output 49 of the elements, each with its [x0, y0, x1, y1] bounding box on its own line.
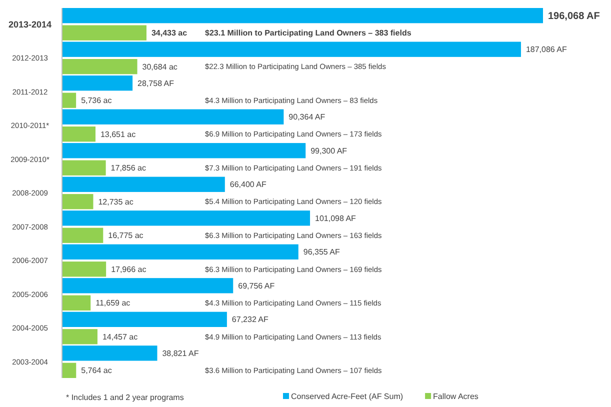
bar	[62, 295, 91, 310]
bar	[62, 346, 158, 361]
data-label: 96,355 AF	[303, 248, 340, 257]
legend-label: Conserved Acre-Feet (AF Sum)	[291, 392, 404, 401]
bar	[62, 109, 284, 124]
data-label: 17,966 ac	[111, 264, 146, 274]
data-label: 5,764 ac	[81, 366, 112, 376]
data-label: 38,821 AF	[162, 348, 199, 358]
annotation: $23.1 Million to Participating Land Owners – 383 fields	[205, 28, 412, 38]
data-label: 13,651 ac	[100, 130, 136, 139]
bar	[62, 160, 106, 176]
bar	[62, 176, 225, 192]
data-label: 99,300 AF	[310, 146, 348, 156]
bar	[62, 312, 227, 327]
data-label: 66,400 AF	[230, 180, 266, 190]
data-label: 34,433 ac	[151, 28, 188, 38]
bar	[62, 42, 521, 57]
data-label: 187,086 AF	[526, 45, 567, 54]
data-label: 69,756 AF	[238, 281, 275, 290]
bar	[62, 143, 306, 158]
y-tick-label: 2013-2014	[8, 19, 52, 30]
data-label: 196,068 AF	[548, 11, 600, 22]
bar	[62, 8, 543, 24]
data-label: 5,736 ac	[81, 96, 112, 106]
data-label: 101,098 AF	[315, 214, 356, 223]
text: * Includes 1 and 2 year programs	[66, 393, 184, 402]
bar	[62, 126, 96, 142]
bar	[62, 92, 76, 108]
bar	[62, 244, 298, 260]
data-label: 90,364 AF	[288, 112, 326, 122]
bar	[62, 228, 104, 243]
bar	[62, 262, 106, 277]
bar	[62, 362, 76, 378]
data-label: 14,457 ac	[102, 332, 138, 342]
bar	[62, 210, 310, 226]
bar	[62, 59, 138, 74]
data-label: 16,775 ac	[108, 231, 144, 240]
bar	[62, 194, 94, 210]
bar	[62, 25, 146, 40]
data-label: 28,758 AF	[138, 78, 174, 88]
legend-label: Fallow Acres	[433, 392, 478, 401]
bar	[62, 278, 234, 294]
data-label: 17,856 ac	[110, 164, 146, 173]
data-label: 12,735 ac	[98, 197, 134, 206]
data-label: 67,232 AF	[232, 315, 269, 324]
data-label: 30,684 ac	[142, 62, 178, 72]
bar	[62, 329, 98, 344]
data-label: 11,659 ac	[96, 298, 130, 308]
bar	[62, 76, 133, 91]
